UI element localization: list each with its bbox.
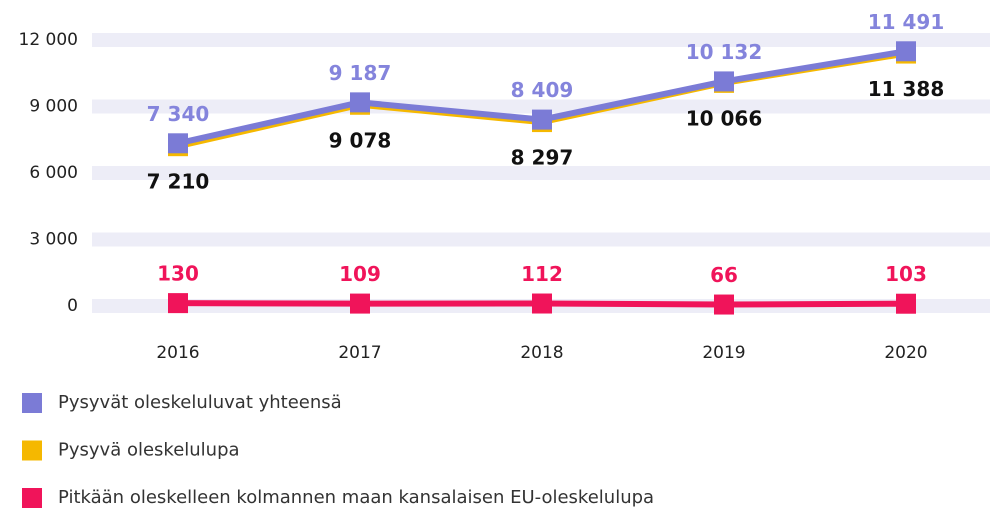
marker: [168, 293, 188, 314]
value-label: 11 388: [868, 77, 945, 101]
value-label: 8 297: [511, 146, 574, 170]
y-tick-label: 0: [67, 296, 78, 316]
value-label: 9 078: [329, 128, 392, 152]
y-tick-label: 9 000: [29, 97, 78, 117]
marker: [168, 133, 188, 154]
value-label: 103: [885, 262, 927, 286]
y-tick-label: 3 000: [29, 230, 78, 250]
value-label: 7 340: [147, 102, 210, 126]
value-label: 7 210: [147, 170, 210, 194]
value-label: 9 187: [329, 61, 392, 85]
legend-label: Pysyvät oleskeluluvat yhteensä: [58, 392, 342, 413]
value-label: 11 491: [868, 10, 945, 34]
marker: [532, 293, 552, 314]
legend-swatch: [22, 440, 42, 461]
value-label: 109: [339, 262, 381, 286]
legend-swatch: [22, 488, 42, 508]
legend-swatch: [22, 393, 42, 413]
value-label: 66: [710, 263, 738, 287]
value-label: 112: [521, 262, 563, 286]
value-label: 130: [157, 262, 199, 286]
x-tick-label: 2020: [884, 343, 927, 363]
legend-label: Pitkään oleskelleen kolmannen maan kansa…: [58, 487, 654, 508]
marker: [350, 293, 370, 314]
marker: [532, 109, 552, 130]
marker: [714, 294, 734, 315]
legend-label: Pysyvä oleskelulupa: [58, 440, 240, 461]
marker: [714, 71, 734, 92]
value-label: 8 409: [511, 78, 574, 102]
marker: [896, 293, 916, 314]
value-label: 10 132: [686, 40, 763, 64]
y-tick-label: 12 000: [19, 30, 78, 50]
marker: [350, 92, 370, 113]
x-tick-label: 2017: [338, 343, 381, 363]
x-tick-label: 2018: [520, 343, 563, 363]
x-tick-label: 2019: [702, 343, 745, 363]
marker: [896, 41, 916, 62]
x-tick-label: 2016: [156, 343, 199, 363]
y-tick-label: 6 000: [29, 163, 78, 183]
value-label: 10 066: [686, 106, 763, 130]
